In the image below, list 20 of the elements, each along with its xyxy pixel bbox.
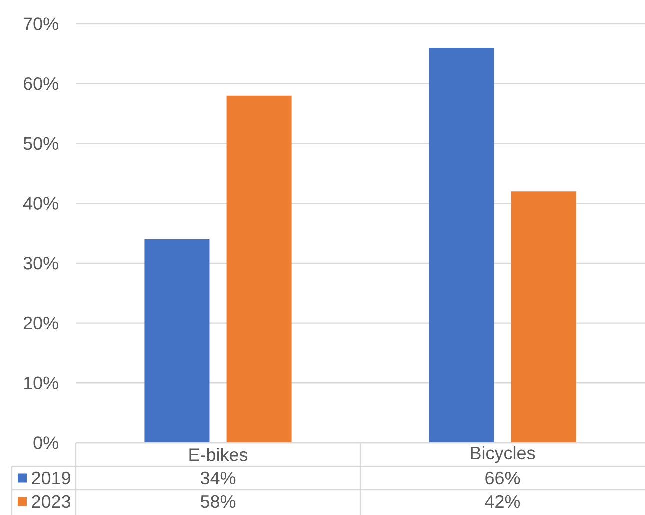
bar	[511, 192, 576, 443]
y-tick-label: 40%	[23, 197, 58, 210]
y-tick-label: 20%	[24, 316, 58, 330]
data-label: 34%	[200, 472, 236, 485]
y-tick-label: 10%	[24, 376, 58, 390]
legend-label: 2019	[32, 472, 70, 485]
data-label: 58%	[200, 495, 236, 508]
bar	[144, 239, 210, 443]
data-label: 66%	[486, 472, 520, 485]
y-tick-label: 30%	[24, 257, 58, 270]
bar	[226, 96, 292, 443]
y-tick-label: 70%	[24, 18, 58, 30]
y-tick-label: 50%	[24, 137, 58, 150]
bar	[429, 48, 494, 443]
legend-label: 2023	[32, 495, 71, 508]
y-tick-label: 60%	[24, 77, 58, 90]
x-tick-label: Bicycles	[471, 446, 536, 464]
x-tick-label: E-bikes	[190, 448, 248, 462]
y-tick-label: 0%	[34, 436, 58, 450]
data-label: 42%	[485, 495, 520, 508]
